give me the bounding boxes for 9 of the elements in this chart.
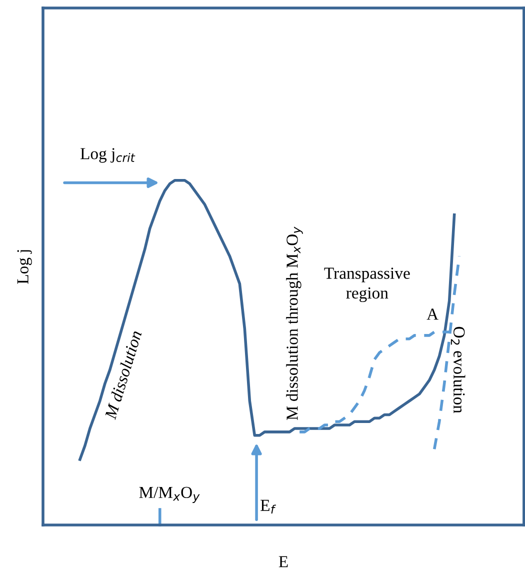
annotation: O$_{2}$ evolution xyxy=(450,326,466,414)
annotation: M/M$_{x}$O$_{y}$ xyxy=(139,486,200,504)
y-axis-title: Log j xyxy=(17,250,32,284)
text: Log j$_{crit}$ xyxy=(80,148,136,163)
annotation: Transpassive region xyxy=(324,268,410,302)
annotation: M dissolution through M$_{x}$O$_{y}$ xyxy=(286,226,303,420)
x-axis-title: E xyxy=(278,556,288,568)
annotation: A xyxy=(426,308,438,320)
annotation: E$_{f}$ xyxy=(260,500,276,514)
